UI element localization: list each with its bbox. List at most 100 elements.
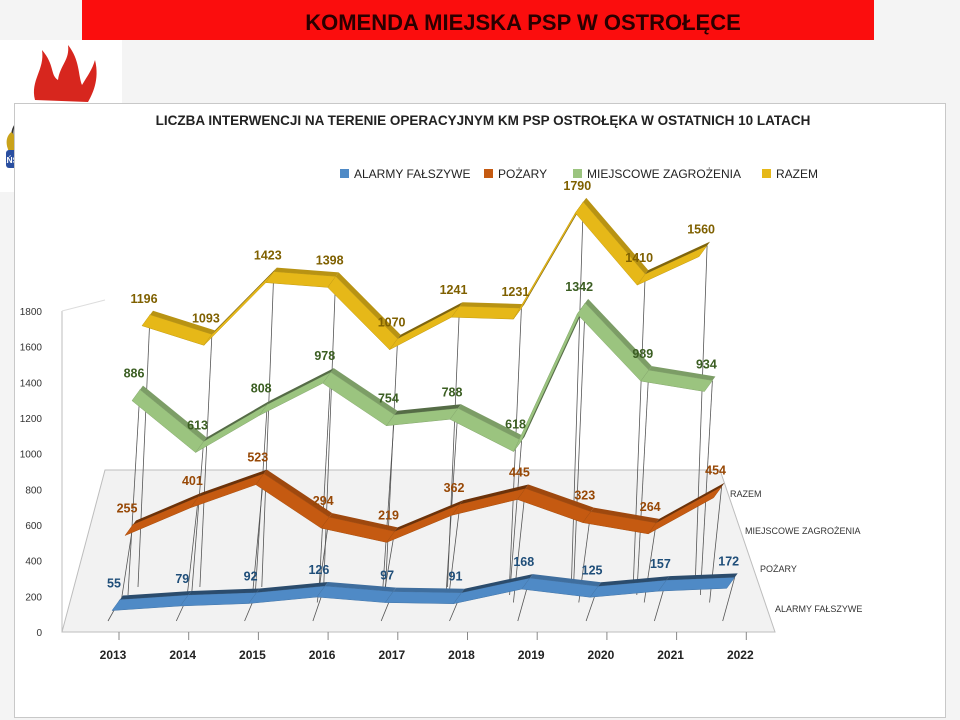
- ribbon-top: [648, 366, 716, 381]
- data-label: 97: [380, 569, 394, 583]
- ribbon-segment: [576, 302, 650, 382]
- ribbon-top: [459, 302, 525, 309]
- data-label: 264: [640, 500, 661, 514]
- series-miejscowe-zagro-enia: 886 613 808 978 754 788 618 1342 989 934 MIEJSCOWE…: [124, 280, 861, 596]
- ribbon-top: [394, 404, 461, 415]
- drop-line: [570, 201, 584, 588]
- data-label: 808: [251, 381, 272, 395]
- legend-swatch: [762, 169, 771, 178]
- series-po-ary: 255 401 523 294 219 362 445 323 264 454 POŻARY: [117, 451, 797, 603]
- data-label: 92: [244, 570, 258, 584]
- ribbon-top: [330, 368, 398, 415]
- ribbon-segment: [647, 486, 722, 535]
- data-label: 1790: [563, 179, 591, 193]
- ribbon-top: [585, 299, 652, 371]
- legend-swatch: [340, 169, 349, 178]
- data-label: 445: [509, 465, 530, 479]
- y-tick-label: 1200: [20, 414, 43, 425]
- ribbon-top: [598, 576, 670, 587]
- drop-line: [120, 524, 134, 603]
- ribbon-top: [324, 582, 397, 592]
- legend-swatch: [484, 169, 493, 178]
- ribbon-top: [460, 484, 529, 505]
- ribbon-top: [133, 492, 202, 525]
- drop-line: [509, 440, 522, 596]
- ribbon-top: [188, 588, 260, 595]
- ribbon-segment: [451, 305, 522, 320]
- x-axis: 2013 2014 2015 2016 2017 2018 2019 2020 2021 2022: [100, 632, 754, 662]
- ribbon-top: [458, 404, 525, 441]
- data-label: 886: [124, 367, 145, 381]
- legend-label: RAZEM: [776, 167, 818, 181]
- drop-line: [137, 314, 151, 588]
- drop-line: [251, 473, 265, 603]
- data-label: 362: [444, 481, 465, 495]
- ribbon-top: [645, 241, 711, 275]
- x-tick-label: 2021: [657, 648, 684, 662]
- ribbon-segment: [636, 244, 708, 286]
- ribbon-top: [397, 302, 463, 339]
- data-label: 172: [718, 554, 739, 568]
- x-tick-label: 2018: [448, 648, 475, 662]
- ribbon-top: [198, 469, 267, 497]
- y-tick-label: 1800: [20, 307, 43, 318]
- ribbon-top: [393, 587, 465, 593]
- x-tick-label: 2017: [378, 648, 405, 662]
- legend-label: ALARMY FAŁSZYWE: [354, 167, 470, 181]
- header-banner: KOMENDA MIEJSKA PSP W OSTROŁĘCE: [82, 0, 874, 40]
- data-label: 126: [308, 563, 329, 577]
- data-label: 1231: [501, 285, 529, 299]
- chart-title: LICZBA INTERWENCJI NA TERENIE OPERACYJNY…: [156, 113, 811, 128]
- ribbon-top: [529, 574, 602, 587]
- x-tick-label: 2022: [727, 648, 754, 662]
- y-tick-label: 600: [25, 521, 42, 532]
- y-tick-label: 1000: [20, 450, 43, 461]
- ribbon-top: [256, 582, 328, 593]
- depth-axis-label: ALARMY FAŁSZYWE: [775, 604, 862, 614]
- ribbon-segment: [513, 201, 584, 320]
- drop-line: [318, 372, 332, 596]
- drop-line: [632, 274, 646, 588]
- ribbon-top: [150, 310, 215, 335]
- data-label: 1093: [192, 311, 220, 325]
- ribbon-top: [335, 272, 401, 339]
- drop-line: [385, 338, 398, 588]
- data-label: 219: [378, 508, 399, 522]
- drop-line: [722, 577, 736, 622]
- depth-axis-label: RAZEM: [730, 489, 762, 499]
- ribbon-segment: [574, 201, 646, 286]
- ribbon-top: [666, 573, 738, 581]
- data-label: 79: [175, 572, 189, 586]
- data-label: 168: [513, 555, 534, 569]
- ribbon-segment: [203, 271, 275, 346]
- drop-line: [572, 303, 586, 596]
- drop-line: [323, 276, 337, 588]
- x-tick-label: 2019: [518, 648, 545, 662]
- ribbon-top: [394, 500, 463, 532]
- legend-label: MIEJSCOWE ZAGROŻENIA: [587, 167, 741, 181]
- ribbon-top: [273, 267, 339, 277]
- drop-line: [261, 271, 275, 588]
- ribbon-top: [211, 267, 277, 335]
- ribbon-top: [583, 197, 649, 275]
- data-label: 613: [187, 419, 208, 433]
- drop-line: [700, 380, 713, 596]
- depth-axis-label: MIEJSCOWE ZAGROŻENIA: [745, 526, 861, 536]
- data-label: 323: [574, 489, 595, 503]
- drop-line: [199, 334, 213, 588]
- x-tick-label: 2015: [239, 648, 266, 662]
- data-label: 401: [182, 474, 203, 488]
- data-label: 618: [505, 418, 526, 432]
- series-group: 1196 1093 1423 1398 1070 1241 1231 1790 1410 1560…: [107, 179, 862, 622]
- data-label: 157: [650, 557, 671, 571]
- drop-line: [445, 408, 459, 596]
- data-label: 1560: [687, 223, 715, 237]
- data-label: 125: [582, 563, 603, 577]
- depth-axis-label: POŻARY: [760, 564, 797, 574]
- legend-label: POŻARY: [498, 167, 547, 181]
- y-tick-label: 400: [25, 557, 42, 568]
- data-label: 989: [632, 347, 653, 361]
- ribbon-top: [590, 507, 660, 523]
- x-tick-label: 2020: [588, 648, 615, 662]
